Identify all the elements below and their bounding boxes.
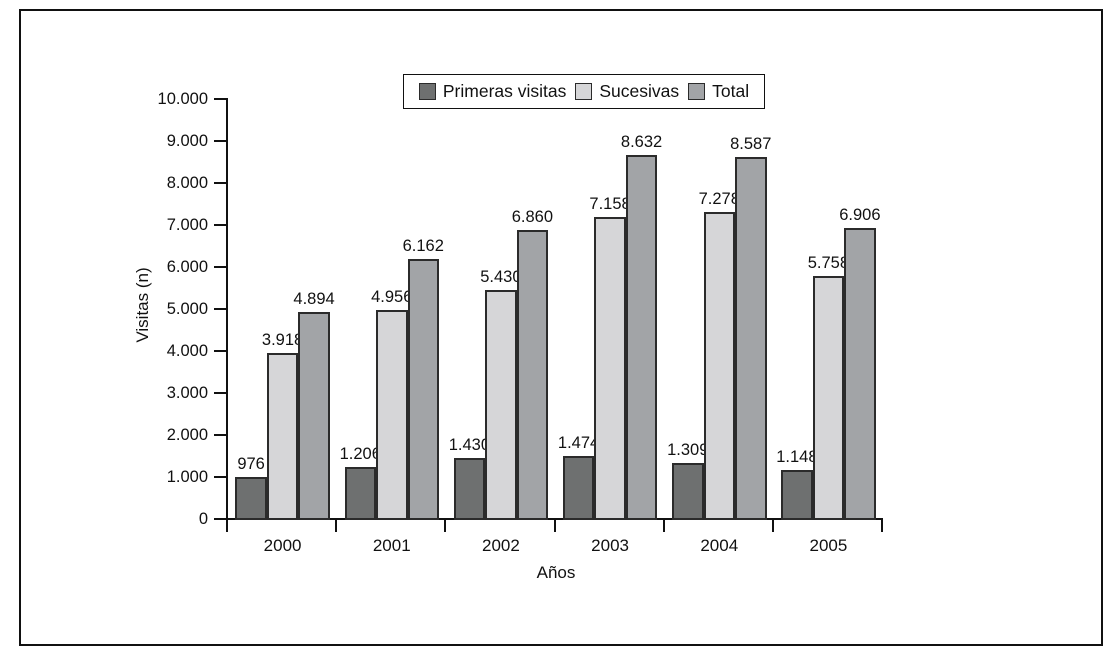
bar-value-label: 5.758 — [807, 254, 850, 273]
bar-value-label: 3.918 — [261, 331, 304, 350]
y-axis-tick-label: 8.000 — [166, 174, 208, 192]
legend-item: Primeras visitas — [418, 81, 567, 102]
y-axis-tick-label: 4.000 — [166, 342, 208, 360]
bar-value-label: 6.162 — [402, 237, 444, 256]
y-axis-tick — [214, 308, 226, 310]
y-axis-tick — [214, 350, 226, 352]
x-axis-tick-label: 2004 — [700, 536, 739, 555]
legend-item: Sucesivas — [575, 81, 679, 102]
y-axis-tick — [214, 182, 226, 184]
y-axis-tick-label: 9.000 — [166, 132, 208, 150]
bar-total-2004 — [735, 157, 767, 520]
bar-sucesivas-2000 — [266, 353, 299, 520]
y-axis-tick-label: 10.000 — [157, 90, 208, 108]
bar-value-label: 7.158 — [589, 195, 631, 214]
y-axis-tick-label: 3.000 — [166, 384, 208, 402]
x-axis-tick-label: 2005 — [809, 536, 848, 555]
x-axis-tick — [226, 520, 228, 532]
bar-sucesivas-2002 — [485, 289, 517, 520]
legend-item-label: Sucesivas — [599, 81, 680, 101]
bar-sucesivas-2001 — [376, 309, 408, 520]
bar-primeras-visitas-2005 — [781, 469, 813, 520]
x-axis-title: Años — [536, 563, 576, 582]
bar-primeras-visitas-2000 — [235, 477, 267, 520]
bar-primeras-visitas-2001 — [344, 467, 376, 520]
bar-total-2005 — [844, 227, 876, 520]
legend-item: Total — [688, 81, 749, 102]
bar-primeras-visitas-2003 — [562, 456, 595, 520]
bar-value-label: 1.309 — [667, 441, 709, 460]
bar-total-2002 — [516, 229, 549, 520]
bar-value-label: 1.430 — [448, 435, 491, 454]
bar-value-label: 4.894 — [293, 290, 335, 309]
x-axis-tick — [881, 520, 883, 532]
x-axis-tick-label: 2001 — [372, 536, 411, 555]
x-axis-tick — [444, 520, 447, 532]
bar-value-label: 6.860 — [511, 207, 554, 226]
y-axis-tick-label: 1.000 — [166, 468, 208, 486]
y-axis-tick-label: 5.000 — [166, 300, 208, 318]
bar-value-label: 7.278 — [698, 190, 740, 209]
bar-value-label: 8.632 — [620, 133, 663, 152]
legend: Primeras visitas Sucesivas Total — [403, 74, 765, 109]
bar-total-2001 — [407, 259, 439, 520]
bar-primeras-visitas-2002 — [453, 457, 486, 520]
bar-sucesivas-2004 — [703, 212, 735, 520]
y-axis-tick — [214, 392, 226, 394]
bar-primeras-visitas-2004 — [672, 463, 704, 520]
legend-swatch-icon — [575, 83, 593, 100]
x-axis-tick — [335, 520, 338, 532]
bar-value-label: 976 — [237, 455, 265, 473]
legend-item-label: Primeras visitas — [442, 81, 567, 101]
bar-value-label: 1.148 — [776, 447, 818, 466]
x-axis-line — [226, 518, 883, 520]
y-axis-tick — [214, 224, 226, 226]
bar-value-label: 5.430 — [480, 267, 522, 286]
legend-item-label: Total — [712, 81, 750, 101]
legend-swatch-icon — [418, 83, 436, 100]
bar-total-2003 — [625, 155, 658, 520]
x-axis-tick — [771, 520, 774, 532]
bar-value-label: 1.206 — [339, 445, 381, 464]
y-axis-tick-label: 7.000 — [166, 216, 208, 234]
x-axis-tick-label: 2003 — [591, 536, 629, 555]
y-axis-tick — [214, 266, 226, 268]
y-axis-tick-label: 0 — [198, 510, 208, 528]
y-axis-tick — [214, 518, 226, 520]
y-axis-tick — [214, 434, 226, 436]
bar-sucesivas-2003 — [594, 217, 626, 520]
bar-total-2000 — [298, 312, 330, 520]
y-axis-tick — [214, 476, 226, 478]
bar-value-label: 4.956 — [371, 287, 413, 306]
y-axis-tick-label: 6.000 — [166, 258, 208, 276]
legend-swatch-icon — [688, 83, 706, 100]
x-axis-tick — [662, 520, 665, 532]
y-axis-tick-label: 2.000 — [166, 426, 208, 444]
y-axis-tick — [214, 140, 226, 142]
bar-value-label: 1.474 — [557, 434, 600, 453]
bar-sucesivas-2005 — [812, 276, 845, 520]
figure-border — [19, 9, 1103, 646]
y-axis-tick — [214, 98, 226, 100]
bar-value-label: 8.587 — [730, 135, 772, 154]
x-axis-tick — [553, 520, 556, 532]
y-axis-line — [226, 98, 228, 520]
x-axis-tick-label: 2002 — [481, 536, 520, 555]
x-axis-tick-label: 2000 — [263, 536, 302, 555]
bar-value-label: 6.906 — [839, 205, 881, 224]
